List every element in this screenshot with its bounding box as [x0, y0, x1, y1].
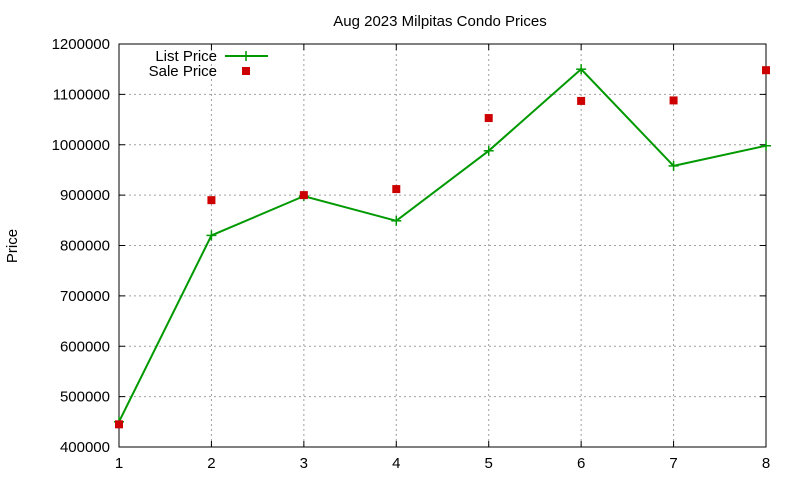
- legend-marker-sale-price: [242, 67, 250, 75]
- grid: [119, 44, 766, 447]
- legend-label-list-price: List Price: [155, 48, 217, 65]
- data-point-sale-price: [577, 96, 586, 105]
- axis-ticks: 1 2 3 4 5 6 7 8 400000 500000 600000 700000 800000 90…: [52, 36, 771, 472]
- y-tick-label: 700000: [60, 288, 110, 305]
- data-point-sale-price: [207, 196, 216, 205]
- data-point-list-price: [483, 145, 494, 156]
- data-point-sale-price: [762, 66, 770, 75]
- data-point-list-price: [391, 215, 402, 226]
- chart-title: Aug 2023 Milpitas Condo Prices: [333, 13, 546, 30]
- plot-frame: [118, 43, 767, 448]
- y-tick-label: 1000000: [52, 137, 110, 154]
- data-point-sale-price: [484, 114, 493, 123]
- y-tick-label: 500000: [60, 389, 110, 406]
- series-line-list-price: [118, 67, 767, 423]
- y-tick-label: 400000: [60, 439, 110, 456]
- x-tick-label: 6: [577, 455, 585, 472]
- y-tick-label: 900000: [60, 187, 110, 204]
- y-tick-label: 600000: [60, 338, 110, 355]
- data-point-sale-price: [299, 191, 308, 200]
- legend-label-sale-price: Sale Price: [149, 63, 217, 80]
- x-tick-label: 8: [762, 455, 770, 472]
- data-point-list-price: [576, 64, 587, 75]
- y-tick-label: 800000: [60, 238, 110, 255]
- data-point-list-price: [761, 140, 771, 151]
- x-tick-label: 3: [300, 455, 308, 472]
- data-point-list-price: [206, 230, 217, 241]
- y-tick-label: 1100000: [53, 86, 110, 103]
- x-tick-label: 1: [115, 455, 123, 472]
- data-point-list-price: [668, 160, 679, 171]
- x-tick-label: 2: [207, 455, 215, 472]
- x-tick-label: 5: [485, 455, 493, 472]
- x-tick-label: 4: [392, 455, 400, 472]
- y-axis-label: Price: [4, 229, 21, 263]
- legend-marker-list-price: [241, 51, 251, 61]
- data-point-sale-price: [115, 420, 123, 429]
- legend: List Price Sale Price: [149, 48, 268, 80]
- y-tick-label: 1200000: [52, 36, 110, 53]
- data-point-sale-price: [669, 96, 678, 105]
- data-point-sale-price: [392, 185, 401, 194]
- series: [114, 64, 771, 429]
- x-tick-label: 7: [669, 455, 677, 472]
